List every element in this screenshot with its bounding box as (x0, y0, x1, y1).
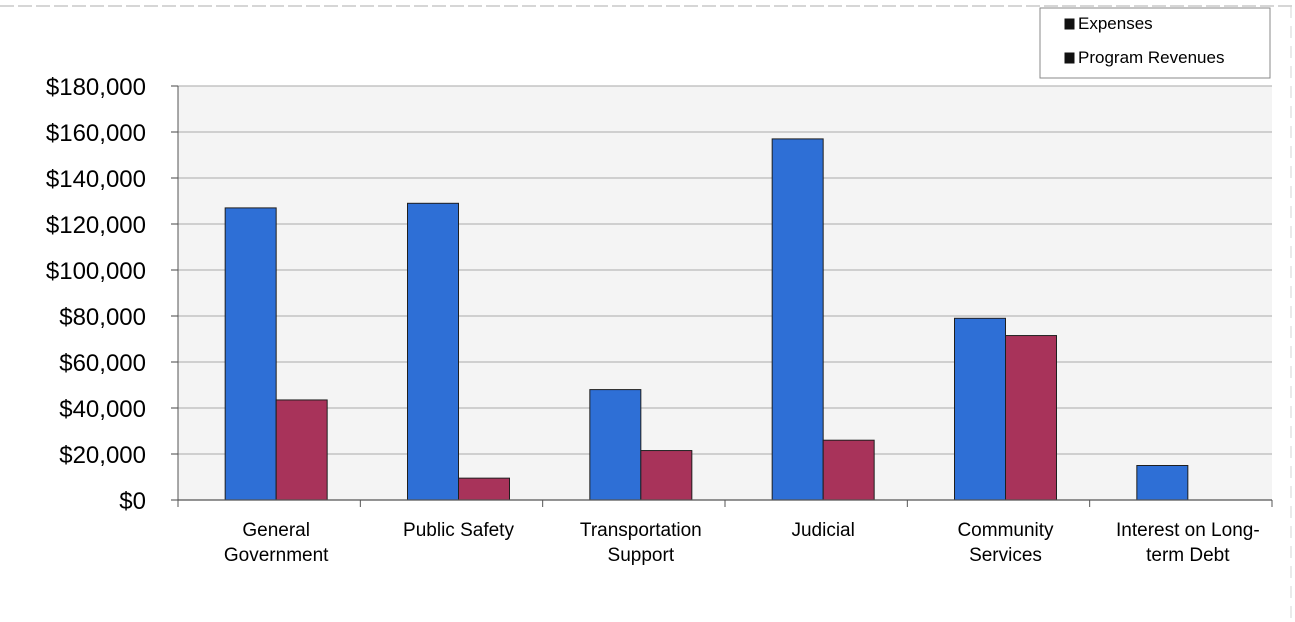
x-category-label-line: Public Safety (403, 520, 514, 541)
expenses-bar (771, 138, 824, 501)
y-tick-label: $160,000 (46, 120, 146, 147)
x-category-label-line: Services (969, 545, 1042, 566)
y-axis-tick-labels: $0 $20,000 $40,000 $60,000 $80,000 $100,000 $1… (46, 74, 146, 515)
x-category-label: Transportation Support (580, 520, 702, 566)
x-category-label-line: Transportation (580, 520, 702, 541)
x-category-label-line: term Debt (1146, 545, 1230, 566)
expenses-bar (589, 389, 642, 501)
y-tick-label: $20,000 (59, 442, 146, 469)
legend-label-expenses: Expenses (1078, 14, 1153, 33)
legend: Expenses Program Revenues (1039, 7, 1271, 79)
x-category-label-line: General (242, 520, 310, 541)
expenses-bar (954, 317, 1006, 501)
expenses-bar (407, 202, 459, 501)
program-revenues-bar (822, 439, 875, 501)
x-category-label: Community Services (957, 520, 1054, 566)
chart-frame (0, 5, 1295, 618)
program-revenues-bar (275, 399, 328, 501)
y-tick-label: $180,000 (46, 74, 146, 101)
y-tick-label: $120,000 (46, 212, 146, 239)
program-revenues-bar (458, 477, 510, 501)
bars (224, 138, 1189, 501)
x-category-label: General Government (224, 520, 329, 566)
gridlines (171, 85, 1272, 501)
expenses-bar (1136, 465, 1189, 501)
expenses-bar (224, 207, 277, 501)
x-category-label: Interest on Long-term Debt (1116, 520, 1260, 566)
x-category-label-line: Judicial (791, 520, 854, 541)
x-category-label-line: Interest on Long- (1116, 520, 1260, 541)
plot-area-background (178, 86, 1272, 500)
y-tick-label: $140,000 (46, 166, 146, 193)
y-tick-label: $0 (119, 488, 146, 515)
x-category-label: Judicial (791, 520, 854, 541)
y-tick-label: $100,000 (46, 258, 146, 285)
x-category-label: Public Safety (403, 520, 514, 541)
y-tick-label: $80,000 (59, 304, 146, 331)
x-axis-category-labels: General Government Public Safety Transporta… (224, 520, 1260, 566)
y-tick-label: $40,000 (59, 396, 146, 423)
legend-box (1039, 7, 1271, 79)
y-tick-label: $60,000 (59, 350, 146, 377)
x-category-label-line: Government (224, 545, 329, 566)
axes (177, 86, 1273, 507)
legend-label-program-revenues: Program Revenues (1078, 48, 1224, 67)
x-category-label-line: Support (608, 545, 675, 566)
legend-swatch-program-revenues (1064, 52, 1075, 64)
program-revenues-bar (1005, 335, 1057, 501)
x-category-label-line: Community (957, 520, 1054, 541)
legend-swatch-expenses (1064, 18, 1075, 30)
program-revenues-bar (640, 450, 693, 501)
